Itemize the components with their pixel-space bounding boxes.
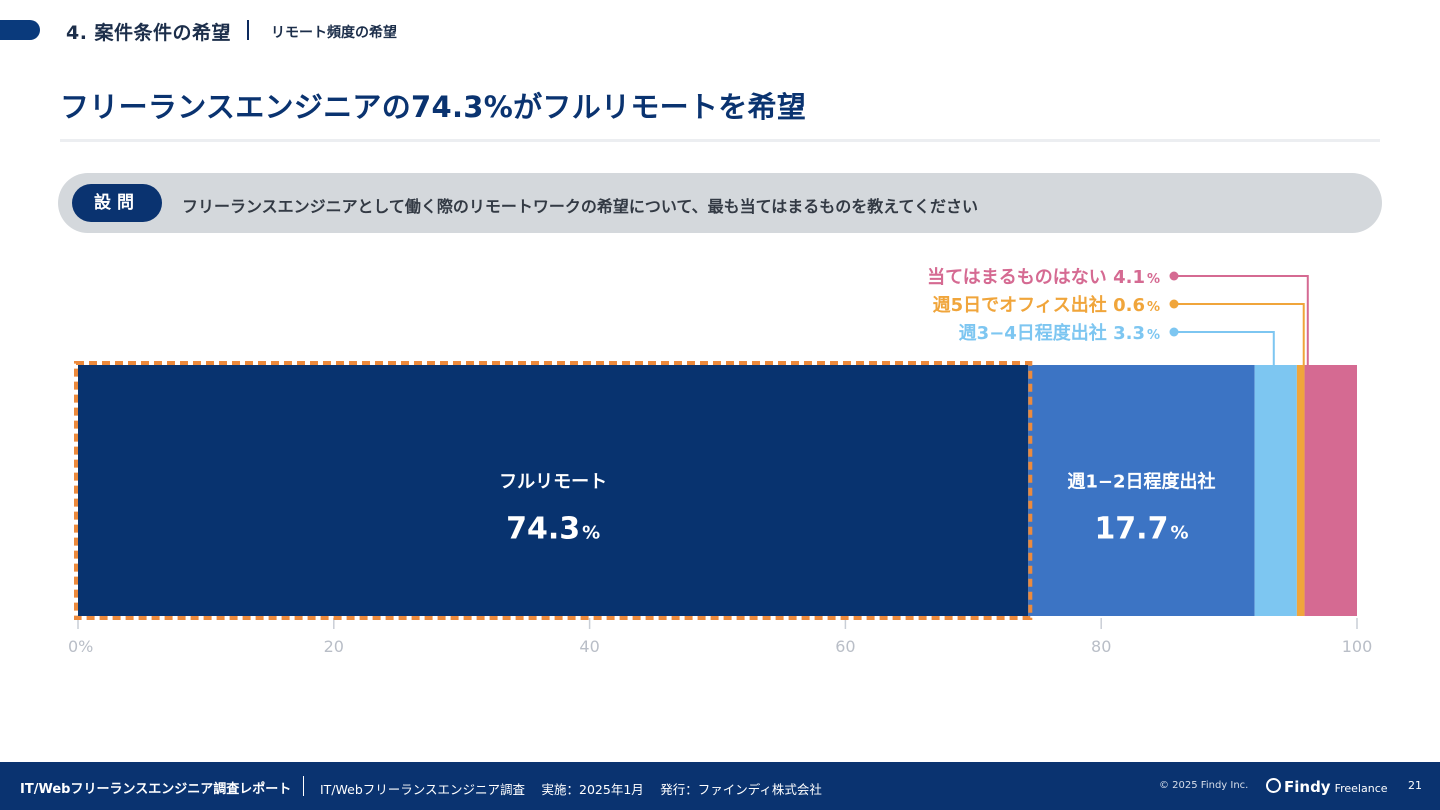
segment-label: フルリモート — [499, 472, 607, 493]
x-tick-label: 0% — [68, 637, 93, 656]
findy-logo-brand: Findy — [1284, 778, 1331, 796]
question-text: フリーランスエンジニアとして働く際のリモートワークの希望について、最も当てはまる… — [182, 197, 979, 216]
callout-category: 当てはまるものはない — [927, 266, 1113, 288]
callout-leader-line — [1174, 275, 1309, 365]
callout-label: 当てはまるものはない 4.1% — [927, 266, 1160, 288]
title-divider — [60, 139, 1380, 142]
footer: IT/Webフリーランスエンジニア調査レポート IT/Webフリーランスエンジニ… — [0, 762, 1440, 810]
findy-logo-icon — [1266, 778, 1281, 793]
bar-segment — [78, 365, 1029, 616]
x-tick-label: 100 — [1342, 637, 1373, 656]
breadcrumb: リモート頻度の希望 — [271, 25, 397, 41]
x-tick-label: 60 — [835, 637, 855, 656]
callout-leader-line — [1174, 303, 1305, 365]
percent-symbol: % — [1147, 272, 1160, 287]
callout-dot — [1169, 299, 1179, 309]
segment-label: 週1−2日程度出社 — [1067, 471, 1215, 493]
findy-logo: Findy Freelance — [1266, 777, 1388, 796]
callout-value: 4.1 — [1113, 267, 1145, 288]
question-banner: 設問 フリーランスエンジニアとして働く際のリモートワークの希望について、最も当て… — [58, 173, 1382, 233]
question-badge: 設問 — [72, 184, 162, 222]
percent-symbol: % — [1147, 328, 1160, 343]
findy-logo-sub: Freelance — [1334, 782, 1388, 795]
callout-label: 週5日でオフィス出社 0.6% — [933, 294, 1160, 316]
percent-symbol: % — [582, 523, 600, 544]
footer-survey-info: IT/Webフリーランスエンジニア調査 実施：2025年1月 発行：ファインディ… — [320, 782, 822, 797]
x-tick-label: 20 — [324, 637, 344, 656]
callout-leader-line — [1174, 331, 1275, 365]
bar-segment — [1304, 365, 1357, 616]
bar-segment — [1296, 365, 1305, 616]
page-title: フリーランスエンジニアの74.3%がフルリモートを希望 — [60, 90, 807, 124]
bar-segment — [1254, 365, 1297, 616]
highlight-outline — [74, 361, 1033, 620]
footer-divider — [303, 776, 304, 796]
callout-dot — [1169, 327, 1179, 337]
callout-label: 週3−4日程度出社 3.3% — [959, 322, 1160, 344]
callout-category: 週5日でオフィス出社 — [933, 294, 1113, 316]
percent-symbol: % — [1170, 523, 1188, 544]
footer-report-title: IT/Webフリーランスエンジニア調査レポート — [20, 782, 292, 797]
percent-symbol: % — [1147, 300, 1160, 315]
x-tick-label: 40 — [579, 637, 599, 656]
x-tick-label: 80 — [1091, 637, 1111, 656]
callout-value: 0.6 — [1113, 295, 1145, 316]
breadcrumb-divider — [247, 20, 249, 40]
callout-value: 3.3 — [1113, 323, 1145, 344]
footer-copyright: © 2025 Findy Inc. — [1159, 780, 1249, 791]
header-accent-pill — [0, 20, 40, 40]
page-number: 21 — [1408, 779, 1422, 792]
bar-segment — [1028, 365, 1255, 616]
callout-dot — [1169, 271, 1179, 281]
callout-category: 週3−4日程度出社 — [959, 322, 1113, 344]
section-title: 4. 案件条件の希望 — [66, 22, 232, 44]
